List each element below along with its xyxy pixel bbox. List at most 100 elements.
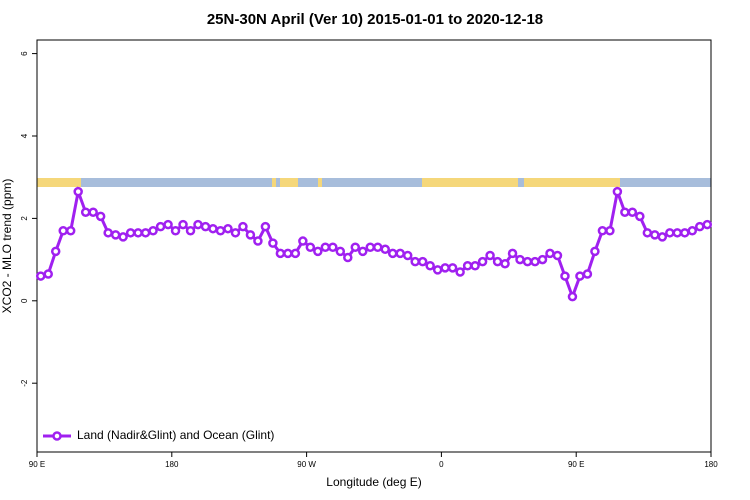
data-point (140, 228, 151, 238)
data-point (695, 221, 705, 232)
chart-title: 25N-30N April (Ver 10) 2015-01-01 to 202… (207, 11, 543, 28)
data-point (163, 219, 173, 230)
data-point (185, 226, 196, 236)
data-point (522, 256, 533, 267)
x-tick-label: 0 (439, 460, 444, 469)
data-point (515, 254, 525, 265)
land (37, 178, 81, 187)
series-line (40, 185, 708, 302)
data-point (275, 248, 286, 259)
legend-label: Land (Nadir&Glint) and Ocean (Glint) (77, 428, 274, 442)
data-point (447, 263, 458, 273)
data-point (417, 256, 428, 267)
data-point (358, 246, 368, 257)
data-point (642, 228, 653, 238)
y-tick-label: 2 (20, 216, 29, 221)
data-point (208, 223, 218, 234)
data-point (298, 236, 308, 246)
data-point (380, 244, 390, 255)
data-point (320, 242, 331, 252)
data-point (35, 271, 46, 281)
data-point (88, 207, 98, 217)
data-point (335, 246, 346, 257)
data-point (425, 261, 435, 271)
data-point (387, 248, 398, 259)
data-point (635, 211, 645, 222)
y-axis-label: XCO2 - MLO trend (ppm) (0, 179, 14, 314)
data-point (230, 228, 241, 238)
data-point (125, 228, 136, 238)
data-point (155, 221, 166, 232)
x-tick-label: 180 (704, 460, 718, 469)
data-point (260, 221, 271, 232)
data-point (590, 246, 600, 257)
data-point (665, 228, 675, 238)
data-point (313, 246, 323, 257)
x-tick-label: 90 E (29, 460, 45, 469)
y-tick-label: 4 (20, 133, 29, 138)
data-point (627, 207, 638, 217)
x-tick-label: 90 E (568, 460, 584, 469)
data-point (133, 228, 143, 238)
data-point (372, 242, 383, 252)
data-point (290, 248, 301, 259)
data-point (552, 250, 563, 261)
data-point (178, 219, 188, 230)
data-point (350, 242, 361, 252)
data-point (118, 232, 128, 242)
data-point (193, 219, 203, 230)
data-point (283, 248, 293, 259)
data-point (530, 256, 540, 267)
data-point (680, 228, 690, 238)
data-point (402, 250, 413, 261)
land (524, 178, 620, 187)
data-point (223, 223, 233, 234)
data-point (537, 254, 548, 265)
data-point (43, 269, 53, 279)
land (422, 178, 518, 187)
data-point (597, 226, 608, 236)
data-point (110, 230, 121, 240)
data-point (215, 226, 226, 236)
y-tick-label: 0 (20, 298, 29, 303)
data-point (50, 246, 61, 257)
data-point (492, 256, 503, 267)
data-point (702, 219, 713, 230)
data-point (650, 230, 660, 240)
data-point (470, 261, 480, 271)
data-point (462, 261, 473, 271)
data-point (560, 271, 570, 281)
data-point (582, 269, 593, 279)
plot-frame (36, 39, 712, 453)
data-point (95, 211, 106, 222)
x-axis-label: Longitude (deg E) (326, 475, 421, 489)
data-point (672, 228, 683, 238)
data-point (395, 248, 405, 259)
y-tick-label: -2 (20, 379, 29, 387)
data-point (200, 221, 211, 232)
data-point (410, 256, 420, 267)
data-point (268, 238, 278, 248)
data-point (73, 186, 83, 197)
y-tick-label: 6 (20, 51, 29, 56)
ocean (37, 178, 711, 187)
data-point (440, 263, 450, 273)
land-ocean-strip (37, 178, 711, 187)
data-point (328, 242, 338, 252)
data-point (620, 207, 630, 217)
data-point (103, 228, 113, 238)
data-point (432, 265, 443, 275)
x-tick-label: 90 W (297, 460, 316, 469)
x-tick-label: 180 (165, 460, 179, 469)
data-point (477, 256, 488, 267)
data-point (605, 226, 615, 236)
land (318, 178, 322, 187)
data-point (253, 236, 263, 246)
data-point (500, 258, 510, 269)
data-point (612, 186, 623, 197)
data-point (455, 267, 465, 277)
data-point (148, 226, 158, 236)
data-point (80, 207, 91, 217)
data-point (687, 226, 698, 236)
